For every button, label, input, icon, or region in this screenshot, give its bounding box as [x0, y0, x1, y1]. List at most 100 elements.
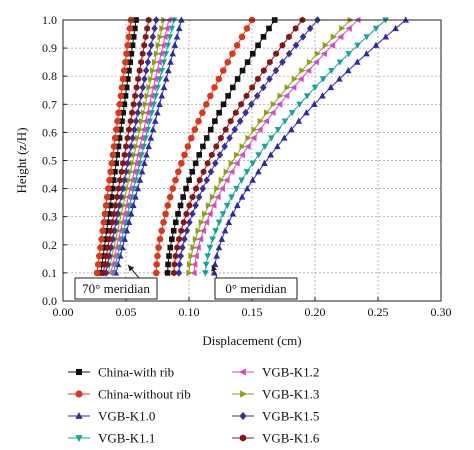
data-point	[146, 49, 153, 58]
data-point	[221, 227, 229, 234]
data-point	[239, 67, 246, 74]
data-point	[175, 269, 183, 277]
data-point	[132, 25, 138, 32]
data-point	[392, 24, 399, 32]
data-point	[193, 185, 199, 192]
data-point	[272, 66, 280, 75]
data-point	[200, 143, 206, 150]
y-tick-label: 0.0	[42, 294, 57, 308]
x-axis-label: Displacement (cm)	[202, 333, 301, 348]
data-point	[303, 109, 310, 116]
data-point	[134, 184, 142, 192]
data-point	[299, 33, 307, 41]
data-point	[238, 177, 245, 184]
data-point	[284, 84, 291, 91]
data-point	[209, 193, 217, 201]
data-point	[175, 24, 183, 32]
data-point	[158, 227, 165, 235]
data-point	[118, 168, 125, 176]
data-point	[159, 25, 166, 32]
data-point	[122, 167, 130, 176]
data-point	[105, 244, 111, 251]
data-point	[238, 193, 246, 200]
data-point	[180, 194, 186, 200]
data-point	[151, 117, 159, 124]
annotation-box	[74, 277, 158, 300]
data-point	[133, 143, 140, 150]
legend-marker	[239, 434, 247, 442]
data-point	[292, 25, 299, 32]
y-tick-label: 0.8	[42, 69, 57, 83]
data-point	[274, 126, 282, 134]
data-point	[255, 152, 262, 159]
data-point	[200, 168, 207, 176]
data-point	[228, 160, 235, 167]
data-point	[199, 109, 206, 117]
data-point	[166, 34, 174, 41]
data-point	[114, 117, 121, 125]
data-point	[222, 126, 229, 133]
meridian-group-1	[152, 16, 410, 277]
annotation-box	[214, 277, 298, 300]
data-point	[229, 50, 236, 58]
data-point	[162, 75, 170, 82]
data-point	[101, 261, 108, 268]
data-point	[219, 67, 227, 74]
series-line	[167, 19, 276, 273]
data-point	[213, 143, 220, 150]
legend-label: VGB-K1.2	[262, 365, 319, 380]
data-point	[132, 92, 138, 100]
data-point	[111, 210, 117, 218]
annotation-1: 0° meridian	[211, 264, 298, 300]
data-point	[248, 100, 255, 109]
data-point	[118, 210, 125, 218]
data-point	[328, 67, 335, 75]
data-point	[100, 219, 108, 226]
data-point	[205, 202, 213, 209]
data-point	[207, 126, 214, 133]
data-point	[223, 168, 230, 176]
data-point	[117, 176, 123, 184]
data-point	[242, 108, 249, 117]
data-point	[266, 25, 272, 32]
annotation-0: 70° meridian	[74, 264, 158, 300]
legend-label: China-with rib	[98, 365, 174, 380]
data-point	[306, 58, 314, 66]
data-point	[164, 270, 171, 276]
annotation-arrowhead	[128, 265, 135, 272]
data-point	[212, 228, 219, 235]
data-point	[213, 252, 221, 259]
legend-marker	[75, 368, 83, 376]
legend-marker	[75, 412, 83, 419]
data-point	[108, 160, 116, 167]
data-point	[190, 244, 197, 251]
data-point	[149, 84, 157, 91]
data-point	[192, 235, 200, 243]
legend: China-with rib VGB-K1.2 China-without rib V…	[68, 365, 320, 446]
data-point	[255, 75, 261, 83]
data-point	[276, 101, 283, 108]
data-point	[121, 235, 128, 242]
data-point	[216, 109, 222, 116]
data-point	[144, 58, 152, 66]
data-point	[176, 260, 183, 269]
data-point	[127, 210, 135, 217]
x-tick-label: 0.25	[368, 305, 389, 319]
data-point	[137, 92, 145, 100]
data-point	[138, 168, 146, 175]
data-point	[107, 202, 114, 209]
data-point	[141, 41, 147, 49]
data-point	[137, 126, 144, 133]
data-point	[119, 243, 126, 251]
data-point	[157, 50, 164, 58]
data-point	[103, 193, 111, 201]
data-point	[262, 117, 270, 125]
legend-label: VGB-K1.6	[262, 431, 320, 446]
data-point	[206, 210, 213, 218]
data-point	[270, 101, 277, 108]
data-point	[148, 75, 155, 83]
data-point	[127, 168, 135, 176]
data-point	[174, 244, 180, 251]
data-point	[100, 253, 106, 259]
y-tick-label: 0.1	[42, 266, 57, 280]
